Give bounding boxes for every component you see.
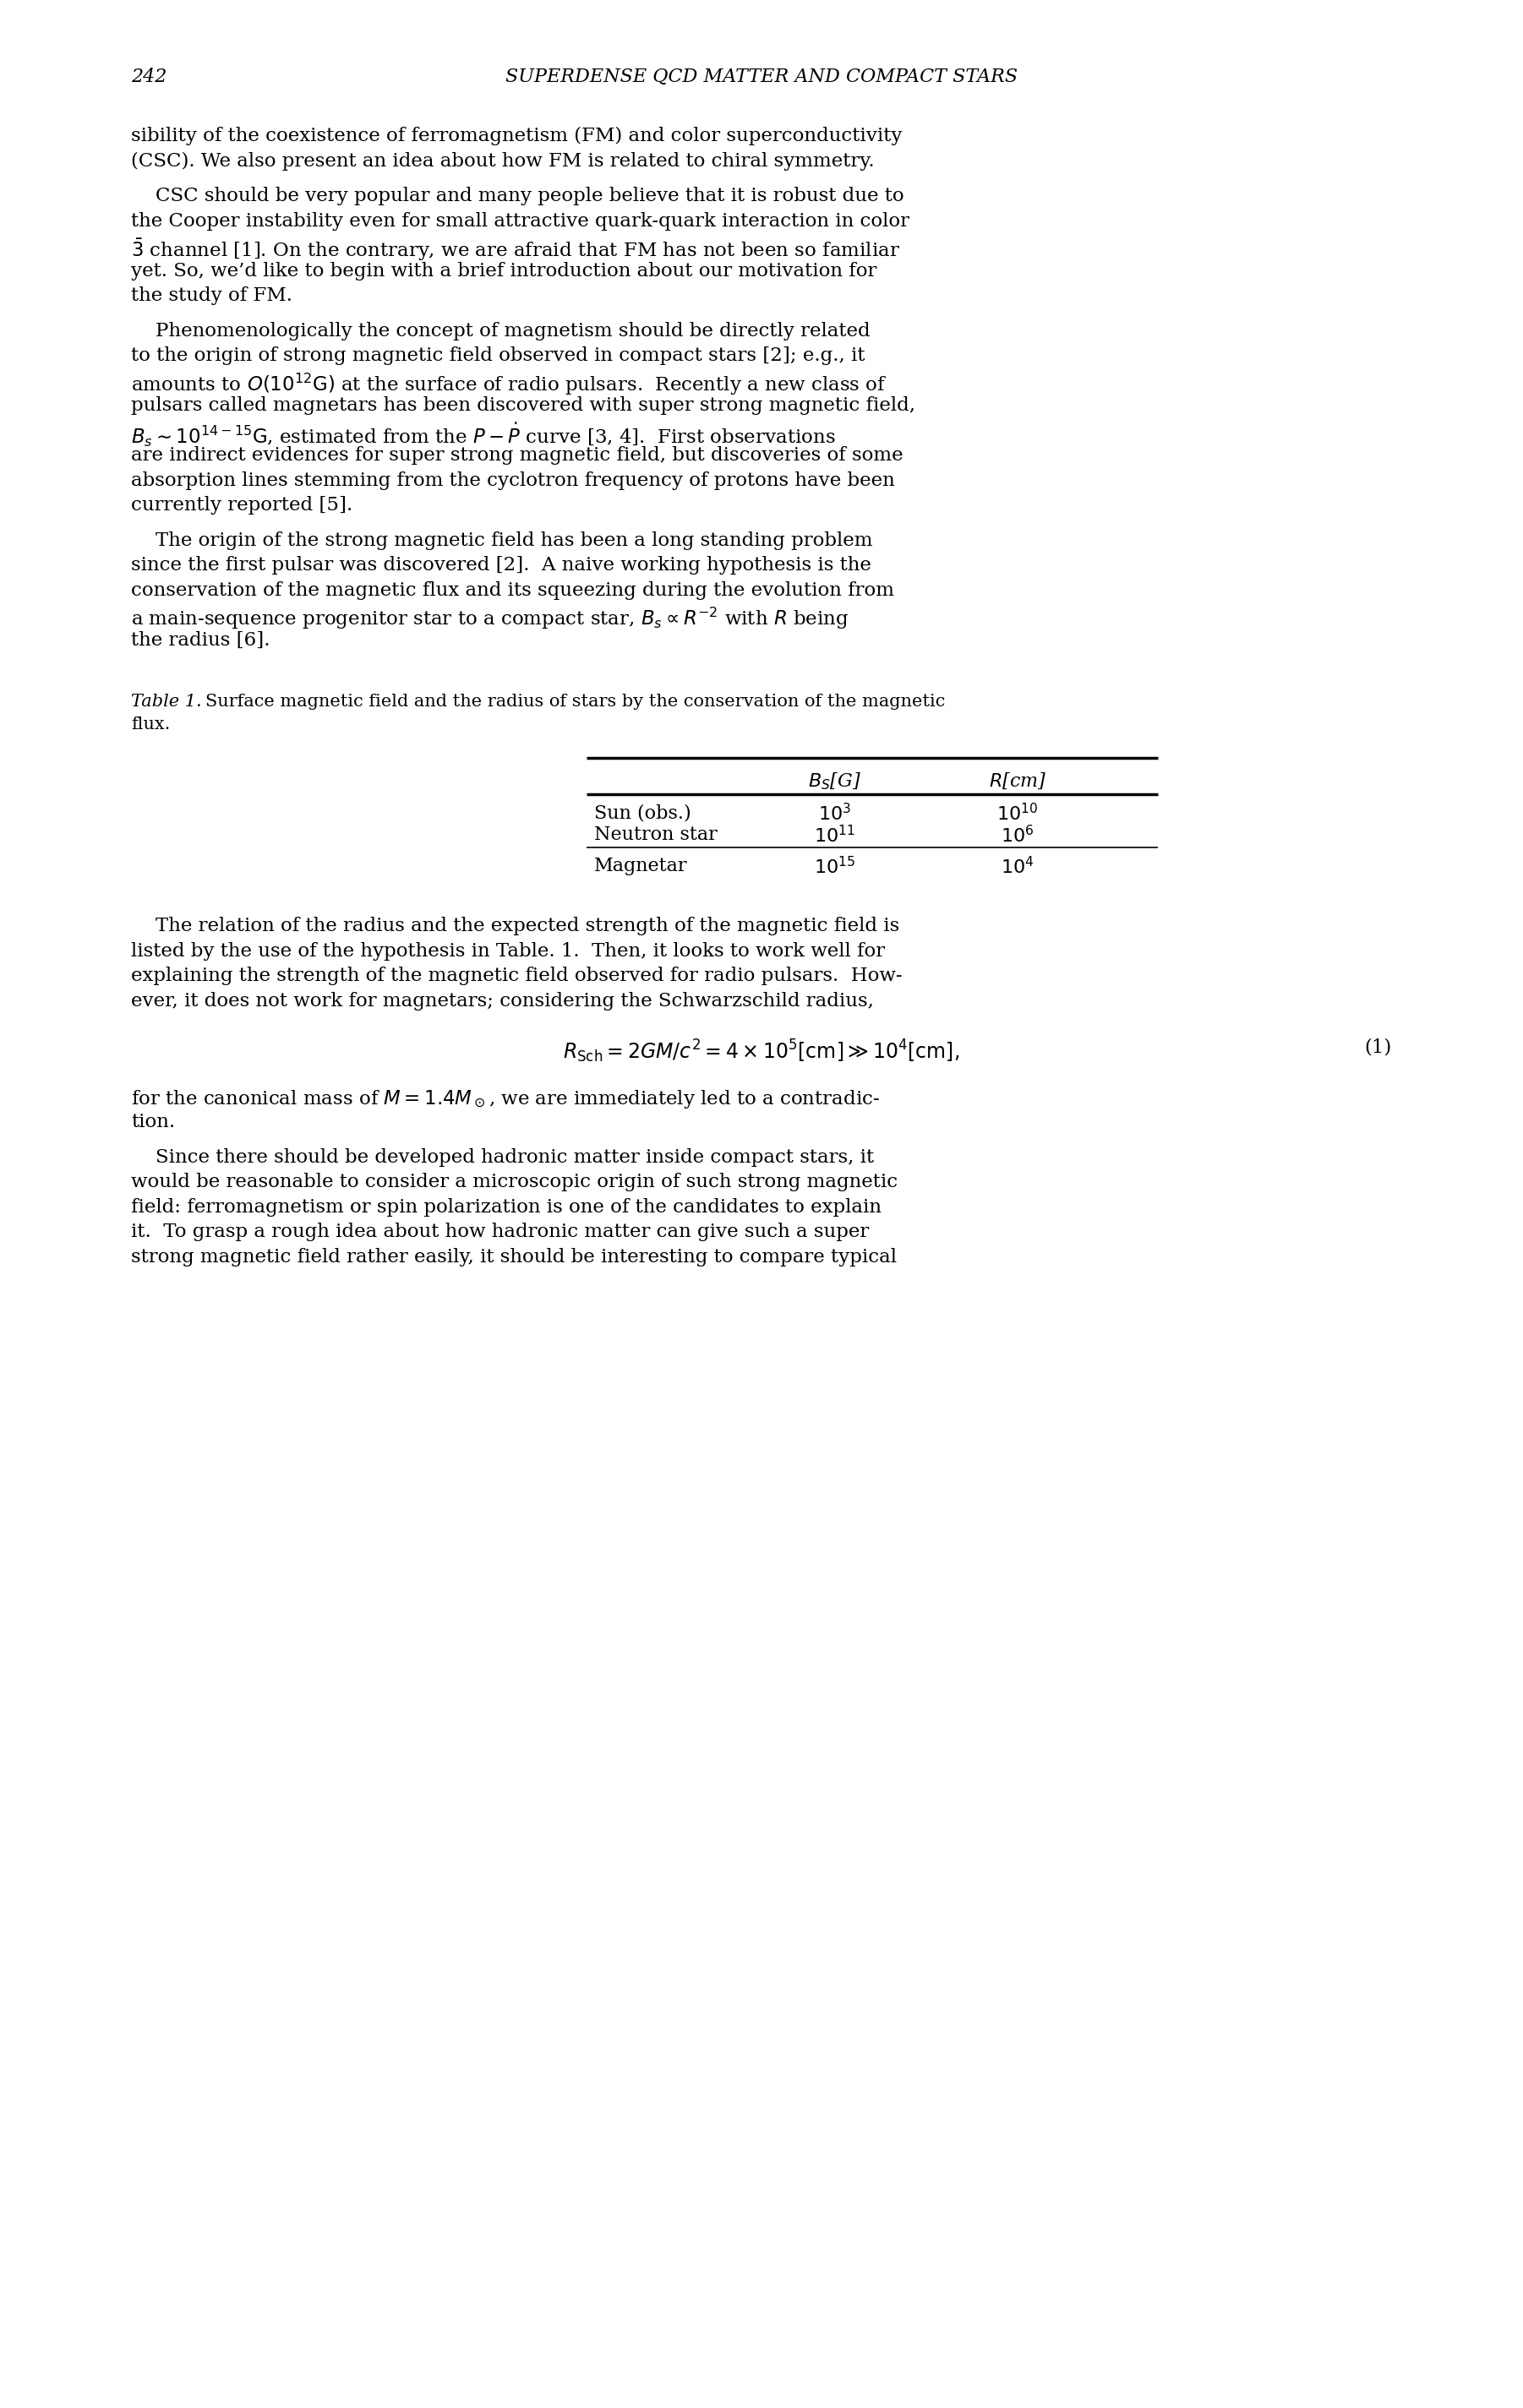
Text: $10^{10}$: $10^{10}$ bbox=[996, 804, 1039, 826]
Text: explaining the strength of the magnetic field observed for radio pulsars.  How-: explaining the strength of the magnetic … bbox=[131, 968, 902, 985]
Text: $B_s \sim 10^{14-15}\mathrm{G}$, estimated from the $P - \dot{P}$ curve [3, 4]. : $B_s \sim 10^{14-15}\mathrm{G}$, estimat… bbox=[131, 421, 836, 448]
Text: $\bar{3}$ channel [1]. On the contrary, we are afraid that FM has not been so fa: $\bar{3}$ channel [1]. On the contrary, … bbox=[131, 236, 900, 262]
Text: a main-sequence progenitor star to a compact star, $B_s \propto R^{-2}$ with $R$: a main-sequence progenitor star to a com… bbox=[131, 607, 848, 631]
Text: to the origin of strong magnetic field observed in compact stars [2]; e.g., it: to the origin of strong magnetic field o… bbox=[131, 347, 865, 366]
Text: (CSC). We also present an idea about how FM is related to chiral symmetry.: (CSC). We also present an idea about how… bbox=[131, 152, 874, 171]
Text: $B_S$[G]: $B_S$[G] bbox=[809, 771, 860, 792]
Text: it.  To grasp a rough idea about how hadronic matter can give such a super: it. To grasp a rough idea about how hadr… bbox=[131, 1223, 870, 1243]
Text: the Cooper instability even for small attractive quark-quark interaction in colo: the Cooper instability even for small at… bbox=[131, 212, 909, 231]
Text: sibility of the coexistence of ferromagnetism (FM) and color superconductivity: sibility of the coexistence of ferromagn… bbox=[131, 128, 902, 144]
Text: flux.: flux. bbox=[131, 718, 171, 732]
Text: since the first pulsar was discovered [2].  A naive working hypothesis is the: since the first pulsar was discovered [2… bbox=[131, 556, 871, 576]
Text: Magnetar: Magnetar bbox=[594, 857, 687, 877]
Text: (1): (1) bbox=[1365, 1038, 1392, 1057]
Text: field: ferromagnetism or spin polarization is one of the candidates to explain: field: ferromagnetism or spin polarizati… bbox=[131, 1199, 882, 1216]
Text: Phenomenologically the concept of magnetism should be directly related: Phenomenologically the concept of magnet… bbox=[131, 323, 870, 340]
Text: absorption lines stemming from the cyclotron frequency of protons have been: absorption lines stemming from the cyclo… bbox=[131, 472, 896, 489]
Text: the radius [6].: the radius [6]. bbox=[131, 631, 270, 650]
Text: tion.: tion. bbox=[131, 1112, 175, 1132]
Text: Table 1.: Table 1. bbox=[131, 694, 201, 710]
Text: currently reported [5].: currently reported [5]. bbox=[131, 496, 353, 515]
Text: are indirect evidences for super strong magnetic field, but discoveries of some: are indirect evidences for super strong … bbox=[131, 445, 903, 465]
Text: would be reasonable to consider a microscopic origin of such strong magnetic: would be reasonable to consider a micros… bbox=[131, 1173, 897, 1192]
Text: strong magnetic field rather easily, it should be interesting to compare typical: strong magnetic field rather easily, it … bbox=[131, 1247, 897, 1267]
Text: The relation of the radius and the expected strength of the magnetic field is: The relation of the radius and the expec… bbox=[131, 917, 900, 937]
Text: ever, it does not work for magnetars; considering the Schwarzschild radius,: ever, it does not work for magnetars; co… bbox=[131, 992, 874, 1011]
Text: $10^6$: $10^6$ bbox=[1001, 826, 1034, 848]
Text: SUPERDENSE QCD MATTER AND COMPACT STARS: SUPERDENSE QCD MATTER AND COMPACT STARS bbox=[506, 67, 1017, 87]
Text: Surface magnetic field and the radius of stars by the conservation of the magnet: Surface magnetic field and the radius of… bbox=[206, 694, 946, 710]
Text: conservation of the magnetic flux and its squeezing during the evolution from: conservation of the magnetic flux and it… bbox=[131, 580, 894, 600]
Text: Sun (obs.): Sun (obs.) bbox=[594, 804, 691, 824]
Text: CSC should be very popular and many people believe that it is robust due to: CSC should be very popular and many peop… bbox=[131, 188, 905, 205]
Text: 242: 242 bbox=[131, 67, 168, 87]
Text: pulsars called magnetars has been discovered with super strong magnetic field,: pulsars called magnetars has been discov… bbox=[131, 397, 915, 414]
Text: Neutron star: Neutron star bbox=[594, 826, 717, 845]
Text: $10^{15}$: $10^{15}$ bbox=[813, 857, 856, 879]
Text: listed by the use of the hypothesis in Table. 1.  Then, it looks to work well fo: listed by the use of the hypothesis in T… bbox=[131, 942, 885, 961]
Text: $10^{11}$: $10^{11}$ bbox=[813, 826, 856, 848]
Text: $10^4$: $10^4$ bbox=[1001, 857, 1034, 879]
Text: for the canonical mass of $M = 1.4M_\odot$, we are immediately led to a contradi: for the canonical mass of $M = 1.4M_\odo… bbox=[131, 1088, 880, 1110]
Text: $10^3$: $10^3$ bbox=[818, 804, 851, 826]
Text: $R_{\mathrm{Sch}} = 2GM/c^2 = 4 \times 10^5[\mathrm{cm}] \gg 10^4[\mathrm{cm}],$: $R_{\mathrm{Sch}} = 2GM/c^2 = 4 \times 1… bbox=[564, 1038, 959, 1064]
Text: $R$[cm]: $R$[cm] bbox=[988, 771, 1046, 792]
Text: Since there should be developed hadronic matter inside compact stars, it: Since there should be developed hadronic… bbox=[131, 1149, 874, 1168]
Text: yet. So, we’d like to begin with a brief introduction about our motivation for: yet. So, we’d like to begin with a brief… bbox=[131, 262, 877, 279]
Text: amounts to $O(10^{12}\mathrm{G})$ at the surface of radio pulsars.  Recently a n: amounts to $O(10^{12}\mathrm{G})$ at the… bbox=[131, 371, 886, 397]
Text: The origin of the strong magnetic field has been a long standing problem: The origin of the strong magnetic field … bbox=[131, 532, 873, 549]
Text: the study of FM.: the study of FM. bbox=[131, 287, 292, 306]
